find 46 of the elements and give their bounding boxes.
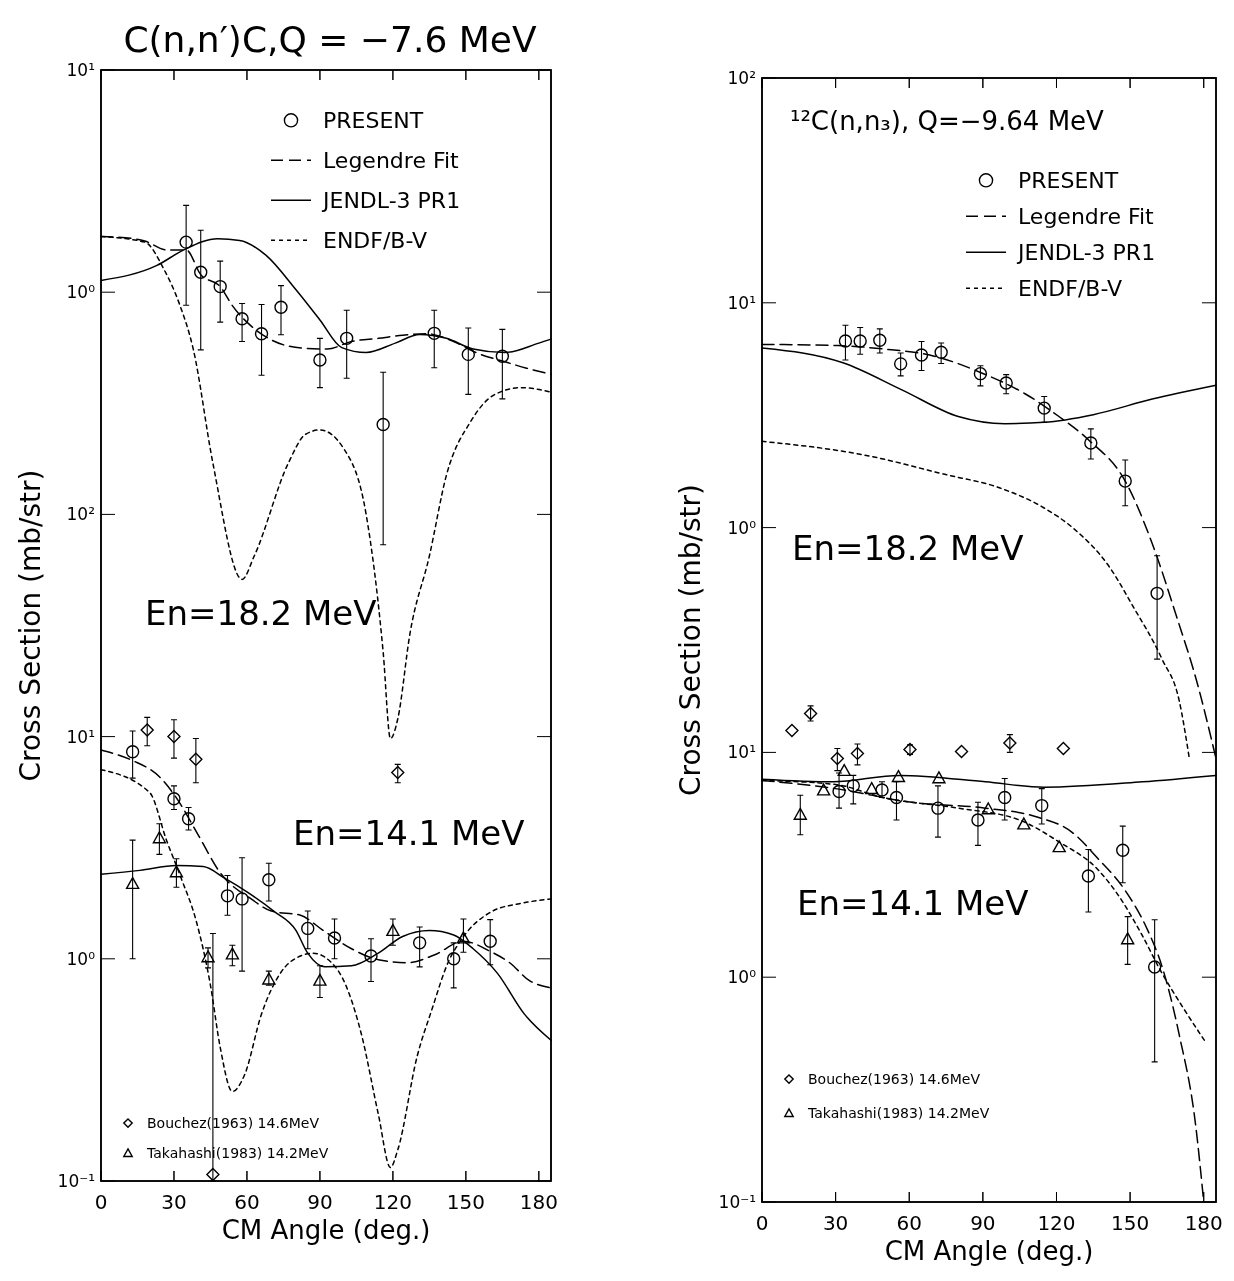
y-axis-title: Cross Section (mb/str) [14, 469, 47, 782]
x-axis-title: CM Angle (deg.) [884, 1236, 1094, 1266]
y-tick-label: 10¹ [66, 726, 95, 747]
legend-label: Bouchez(1963) 14.6MeV [808, 1071, 981, 1087]
x-tick-label: 90 [970, 1211, 996, 1235]
y-tick-label: 10¹ [727, 292, 756, 313]
annotation: En=14.1 MeV [797, 883, 1029, 923]
legend-label: ENDF/B-V [323, 228, 428, 253]
x-tick-label: 0 [94, 1190, 108, 1214]
legend-label: PRESENT [1018, 168, 1119, 193]
y-tick-label: 10¹ [727, 742, 756, 763]
legend-label: ENDF/B-V [1018, 276, 1123, 301]
annotation: En=18.2 MeV [792, 528, 1024, 568]
y-tick-label: 10² [727, 68, 756, 88]
x-tick-label: 90 [307, 1190, 333, 1214]
x-tick-label: 60 [896, 1211, 922, 1235]
chart-title: C(n,n′)C,Q = −7.6 MeV [123, 19, 537, 60]
x-tick-label: 180 [1184, 1211, 1223, 1235]
x-tick-label: 180 [519, 1190, 558, 1214]
y-axis-title: Cross Section (mb/str) [674, 484, 707, 796]
legend-label: PRESENT [323, 108, 424, 133]
legend-label: Legendre Fit [1018, 204, 1155, 229]
x-tick-label: 30 [822, 1211, 849, 1235]
x-tick-label: 120 [373, 1190, 412, 1214]
y-tick-label: 10⁰ [66, 282, 96, 303]
y-tick-label: 10⁻¹ [57, 1171, 95, 1191]
legend-label: Legendre Fit [323, 148, 460, 173]
y-tick-label: 10⁰ [727, 967, 757, 988]
annotation: En=14.1 MeV [293, 813, 525, 853]
x-axis-title: CM Angle (deg.) [221, 1215, 431, 1245]
x-tick-label: 120 [1037, 1211, 1076, 1235]
x-tick-label: 30 [161, 1190, 187, 1214]
y-tick-label: 10¹ [66, 60, 95, 80]
x-tick-label: 150 [1111, 1211, 1150, 1235]
x-tick-label: 0 [755, 1211, 769, 1235]
annotation: En=18.2 MeV [145, 593, 377, 633]
legend-label: JENDL-3 PR1 [321, 188, 461, 213]
legend-label: JENDL-3 PR1 [1016, 240, 1156, 265]
y-tick-label: 10⁰ [66, 948, 96, 969]
text: ¹²C(n,n₃), Q=−9.64 MeV [790, 106, 1105, 136]
legend-label: Takahashi(1983) 14.2MeV [807, 1105, 990, 1121]
y-tick-label: 10² [66, 504, 95, 525]
x-tick-label: 60 [234, 1190, 260, 1214]
y-tick-label: 10⁰ [727, 517, 757, 538]
x-tick-label: 150 [446, 1190, 485, 1214]
y-tick-label: 10⁻¹ [718, 1192, 756, 1212]
